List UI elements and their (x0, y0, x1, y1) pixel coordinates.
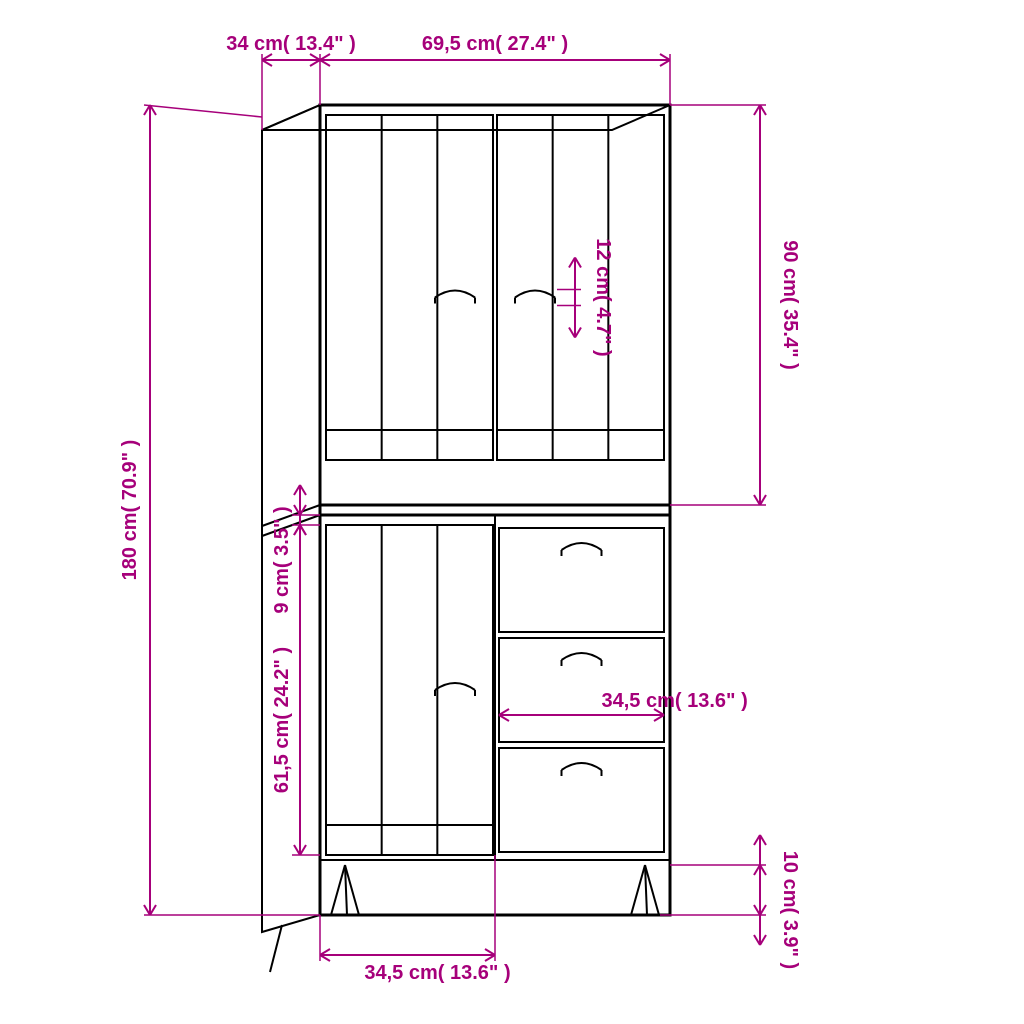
dim-upper-height: 90 cm( 35.4" ) (779, 240, 801, 370)
dim-shelf-gap: 9 cm( 3.5" ) (271, 506, 293, 613)
dim-lower-door-width: 34,5 cm( 13.6" ) (364, 962, 510, 984)
dim-lower-door-height: 61,5 cm( 24.2" ) (271, 647, 293, 793)
dim-depth: 34 cm( 13.4" ) (226, 33, 356, 55)
dim-total-height: 180 cm( 70.9" ) (119, 440, 141, 581)
dim-drawer-width: 34,5 cm( 13.6" ) (602, 690, 748, 712)
dim-width: 69,5 cm( 27.4" ) (422, 33, 568, 55)
dim-handle: 12 cm( 4.7" ) (592, 238, 614, 356)
dim-leg-height: 10 cm( 3.9" ) (779, 851, 801, 969)
